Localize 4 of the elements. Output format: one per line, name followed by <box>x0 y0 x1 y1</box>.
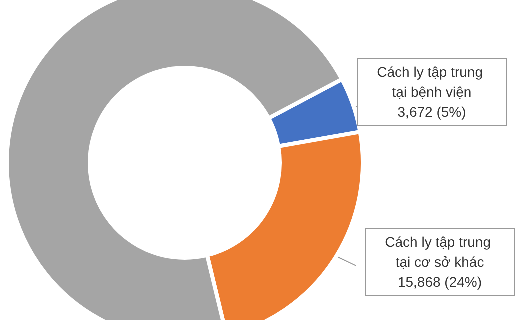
data-label: 15,868 (24%) <box>398 274 482 290</box>
data-label: 3,672 (5%) <box>398 104 466 120</box>
slice-label: Cách ly tập trung tại bệnh viện <box>377 64 487 100</box>
slice-label: Cách ly tập trung tại cơ sở khác <box>385 234 495 270</box>
